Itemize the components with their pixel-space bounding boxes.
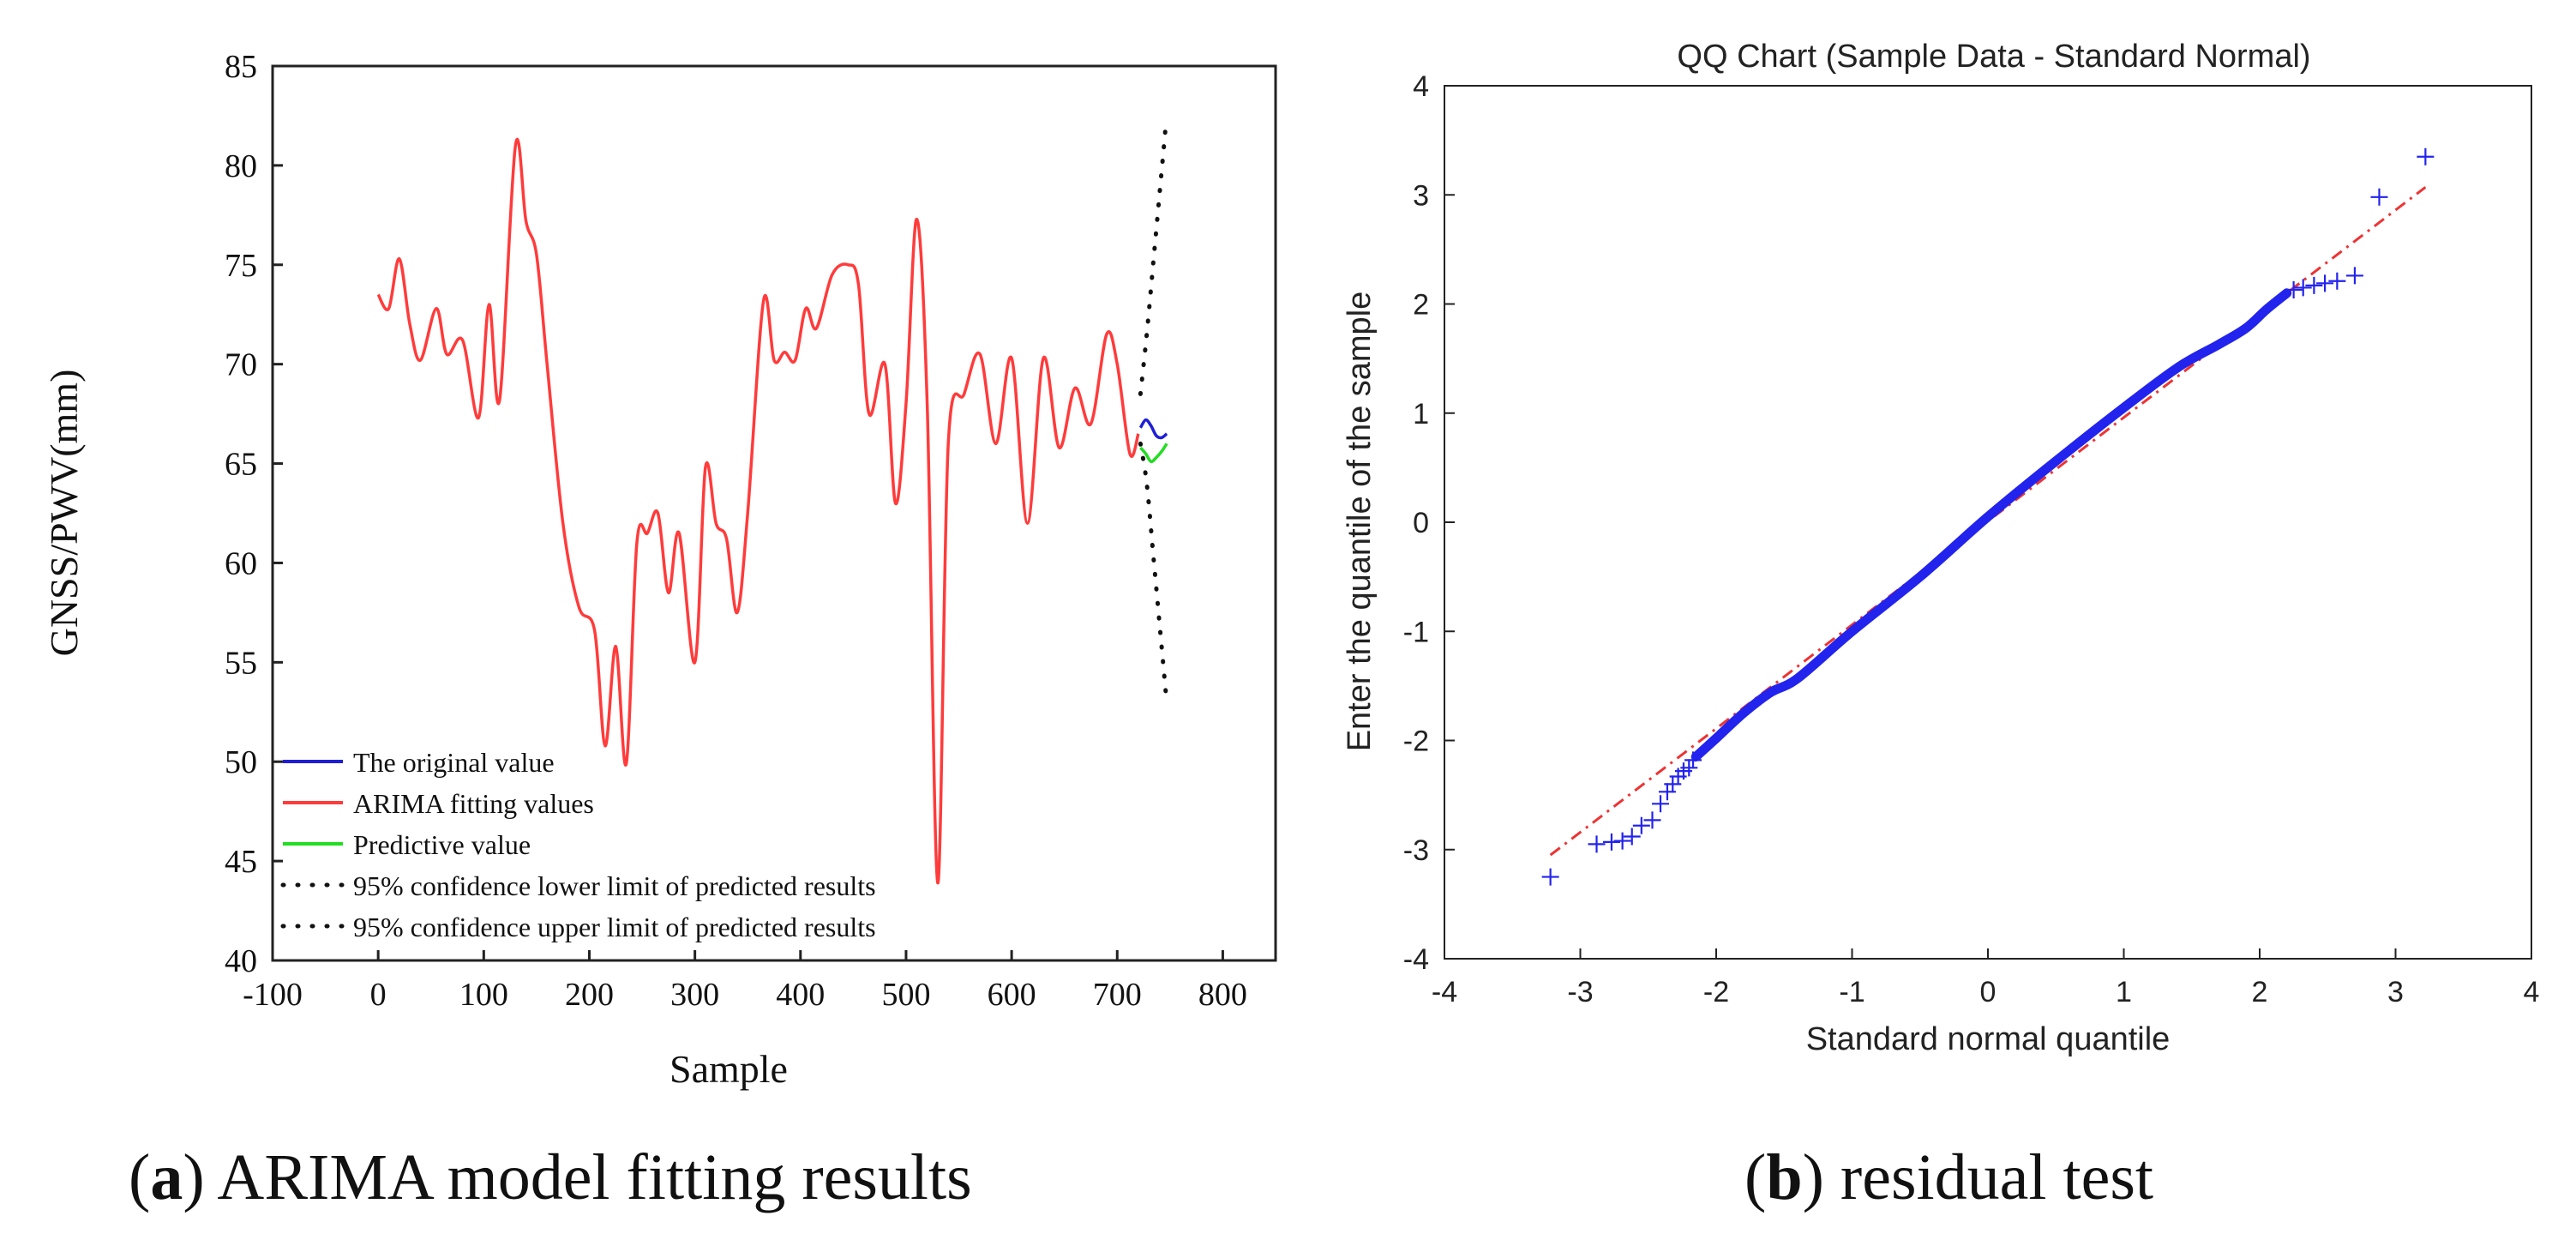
- arima-legend-label: ARIMA fitting values: [353, 788, 594, 819]
- qq-y-tick-label: -1: [1403, 616, 1429, 648]
- arima-y-tick-label: 80: [225, 148, 257, 184]
- caption-b: (b) residual test: [1744, 1141, 2154, 1213]
- qq-x-axis-label: Standard normal quantile: [1806, 1021, 2171, 1057]
- caption-a-letter: a: [150, 1141, 183, 1213]
- arima-x-tick-label: 400: [776, 977, 825, 1013]
- arima-plot-frame: [271, 64, 1277, 962]
- qq-point-marker: [1632, 816, 1650, 834]
- arima-y-axis-label: GNSS/PWV(mm): [42, 370, 86, 657]
- arima-fitting-line: [376, 137, 1140, 885]
- arima-x-tick-label: 200: [565, 977, 614, 1013]
- arima-x-tick-label: 600: [988, 977, 1036, 1013]
- qq-y-axis-label: Enter the quantile of the sample: [1342, 292, 1378, 752]
- arima-x-tick-label: 500: [881, 977, 930, 1013]
- qq-point-marker: [2294, 279, 2312, 297]
- qq-x-tick-label: 3: [2387, 976, 2404, 1008]
- caption-a-text: ARIMA model fitting results: [204, 1141, 972, 1213]
- qq-y-tick-label: 2: [1413, 289, 1429, 322]
- arima-y-tick-label: 65: [225, 447, 257, 483]
- arima-legend-label: The original value: [353, 747, 555, 778]
- qq-point-marker: [1680, 759, 1698, 777]
- arima-x-axis-label: Sample: [670, 1047, 788, 1091]
- arima-legend-label: Predictive value: [353, 829, 531, 860]
- arima-y-tick-label: 75: [225, 248, 257, 284]
- qq-point-marker: [2417, 147, 2435, 166]
- qq-y-tick-label: -3: [1403, 834, 1429, 867]
- qq-y-tick-label: 3: [1413, 179, 1429, 212]
- caption-b-letter: b: [1766, 1141, 1803, 1213]
- arima-y-axis: 40 45 50 55 60 65 70 75 80 85: [225, 49, 283, 979]
- qq-x-tick-label: -4: [1432, 976, 1457, 1008]
- qq-x-tick-label: 0: [1980, 976, 1997, 1008]
- arima-y-tick-label: 50: [225, 744, 257, 780]
- arima-legend: The original value ARIMA fitting values Pr…: [280, 747, 876, 942]
- arima-x-tick-label: 800: [1198, 977, 1247, 1013]
- arima-legend-label: 95% confidence upper limit of predicted …: [353, 912, 876, 942]
- qq-y-tick-label: -2: [1403, 725, 1429, 758]
- caption-a: (a) ARIMA model fitting results: [129, 1141, 972, 1213]
- arima-legend-label: 95% confidence lower limit of predicted …: [353, 870, 876, 901]
- arima-lower-limit-line: [1138, 441, 1168, 695]
- qq-y-tick-label: -4: [1403, 943, 1429, 976]
- arima-y-tick-label: 70: [225, 347, 257, 383]
- qq-point-marker: [1643, 811, 1661, 829]
- arima-y-tick-label: 85: [225, 49, 257, 85]
- qq-point-marker: [1652, 795, 1670, 813]
- qq-point-marker: [1541, 868, 1559, 886]
- qq-chart: QQ Chart (Sample Data - Standard Normal)…: [1342, 39, 2539, 1057]
- arima-x-tick-label: 100: [459, 977, 508, 1013]
- qq-plot-area: [1541, 147, 2435, 886]
- qq-point-marker: [1588, 835, 1606, 853]
- qq-x-tick-label: -1: [1839, 976, 1864, 1008]
- arima-y-tick-label: 40: [225, 943, 257, 979]
- arima-chart: -100 0 100 200 300 400 500 600 700 800 40 45 50 55 60…: [42, 49, 1277, 1091]
- arima-x-tick-label: 0: [370, 977, 387, 1013]
- qq-point-marker: [2316, 274, 2334, 292]
- qq-point-marker: [1684, 751, 1702, 769]
- arima-y-tick-label: 45: [225, 844, 257, 880]
- qq-x-tick-label: 2: [2252, 976, 2268, 1008]
- arima-original-line: [1138, 418, 1168, 440]
- qq-y-tick-label: 1: [1413, 398, 1429, 430]
- qq-point-marker: [2345, 267, 2363, 285]
- qq-x-axis: -4 -3 -2 -1 0 1 2 3 4: [1432, 948, 2540, 1008]
- arima-predictive-line: [1139, 442, 1168, 464]
- qq-point-marker: [2370, 188, 2388, 206]
- qq-y-axis: -4 -3 -2 -1 0 1 2 3 4: [1403, 70, 1455, 976]
- arima-y-tick-label: 55: [225, 645, 257, 681]
- qq-x-tick-label: 1: [2116, 976, 2132, 1008]
- arima-x-tick-label: -100: [243, 977, 303, 1013]
- qq-sample-points: [1690, 288, 2292, 762]
- arima-upper-limit-line: [1138, 123, 1168, 396]
- arima-x-tick-label: 300: [670, 977, 719, 1013]
- qq-x-tick-label: 4: [2524, 976, 2540, 1008]
- qq-point-marker: [1623, 828, 1641, 846]
- arima-x-tick-label: 700: [1093, 977, 1142, 1013]
- qq-x-tick-label: -3: [1567, 976, 1593, 1008]
- qq-point-marker: [1602, 833, 1620, 851]
- qq-chart-title: QQ Chart (Sample Data - Standard Normal): [1677, 39, 2310, 75]
- arima-y-tick-label: 60: [225, 545, 257, 581]
- qq-point-marker: [1613, 832, 1631, 850]
- qq-y-tick-label: 4: [1413, 70, 1429, 103]
- arima-x-axis: -100 0 100 200 300 400 500 600 700 800: [243, 950, 1247, 1013]
- arima-series: [376, 123, 1168, 885]
- qq-point-marker: [2328, 272, 2346, 290]
- qq-y-tick-label: 0: [1413, 507, 1429, 539]
- caption-b-text: residual test: [1823, 1141, 2154, 1213]
- qq-point-marker: [2305, 276, 2323, 294]
- qq-point-marker: [2285, 280, 2303, 298]
- qq-x-tick-label: -2: [1703, 976, 1729, 1008]
